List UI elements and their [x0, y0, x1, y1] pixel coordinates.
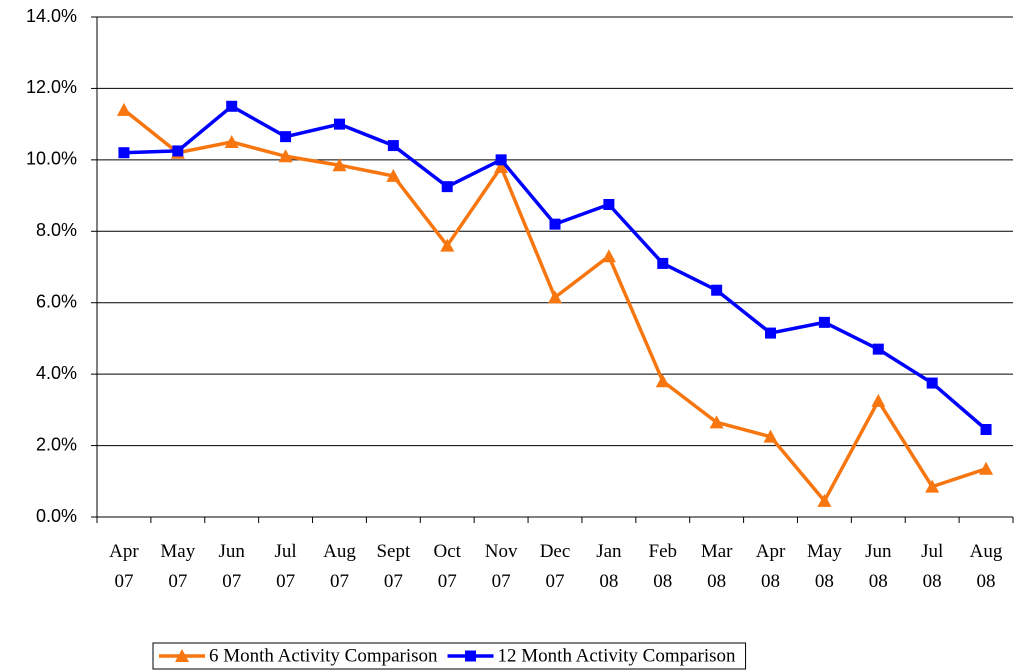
point — [926, 377, 938, 389]
x-tick-label: Aug 08 — [969, 541, 1003, 592]
point — [925, 479, 940, 493]
point — [118, 147, 130, 159]
x-tick-label: Oct 07 — [433, 541, 461, 592]
point — [387, 140, 399, 152]
x-tick-label: Sept 07 — [376, 541, 411, 592]
point — [280, 131, 292, 143]
legend-marker — [465, 650, 477, 662]
y-tick-label: 14.0% — [26, 6, 77, 26]
x-tick-label: Jul 07 — [274, 541, 297, 592]
x-tick-label: Aug 07 — [323, 541, 356, 592]
point — [817, 493, 832, 507]
point — [872, 343, 884, 355]
point — [224, 135, 239, 148]
x-tick-label: May 08 — [806, 541, 842, 592]
series-line — [123, 104, 988, 431]
point — [709, 415, 724, 429]
x-tick-label: Jun 08 — [865, 541, 892, 592]
point — [386, 168, 401, 182]
point — [278, 149, 293, 163]
x-tick-label: Nov 07 — [484, 541, 518, 592]
point — [440, 238, 455, 252]
x-tick-label: Feb 08 — [648, 541, 678, 592]
x-tick-label: Dec 07 — [539, 541, 571, 592]
y-tick-label: 10.0% — [26, 149, 77, 169]
point — [818, 316, 830, 328]
point — [441, 181, 453, 193]
point — [333, 118, 345, 130]
point — [601, 249, 616, 263]
point — [548, 290, 562, 304]
x-tick-label: Mar 08 — [700, 541, 733, 592]
point — [763, 429, 778, 443]
point — [116, 102, 131, 116]
y-tick-label: 2.0% — [36, 434, 77, 454]
point — [657, 257, 669, 269]
series-line — [122, 108, 987, 503]
point — [655, 374, 670, 388]
point — [871, 393, 886, 407]
point — [172, 145, 184, 157]
x-tick-label: Apr 08 — [755, 541, 786, 592]
x-tick-label: Jul 08 — [921, 541, 944, 592]
point — [980, 424, 992, 435]
y-tick-label: 12.0% — [26, 77, 77, 97]
legend-label: 12 Month Activity Comparison — [498, 645, 737, 666]
point — [332, 158, 347, 172]
y-tick-label: 4.0% — [36, 363, 77, 383]
x-tick-label: Apr 07 — [109, 541, 139, 592]
legend-label: 6 Month Activity Comparison — [209, 645, 438, 666]
point — [226, 100, 238, 112]
legend-marker — [175, 649, 189, 662]
y-tick-label: 8.0% — [36, 220, 77, 240]
y-tick-label: 0.0% — [36, 506, 77, 526]
point — [495, 154, 507, 166]
x-tick-label: May 07 — [160, 541, 196, 592]
point — [603, 199, 615, 210]
point — [711, 284, 723, 296]
point — [494, 160, 509, 173]
y-tick-label: 6.0% — [36, 291, 77, 311]
point — [549, 218, 561, 230]
x-tick-label: Jun 07 — [218, 541, 245, 592]
point — [765, 327, 777, 339]
point — [979, 461, 994, 475]
x-tick-label: Jan 08 — [596, 541, 622, 592]
